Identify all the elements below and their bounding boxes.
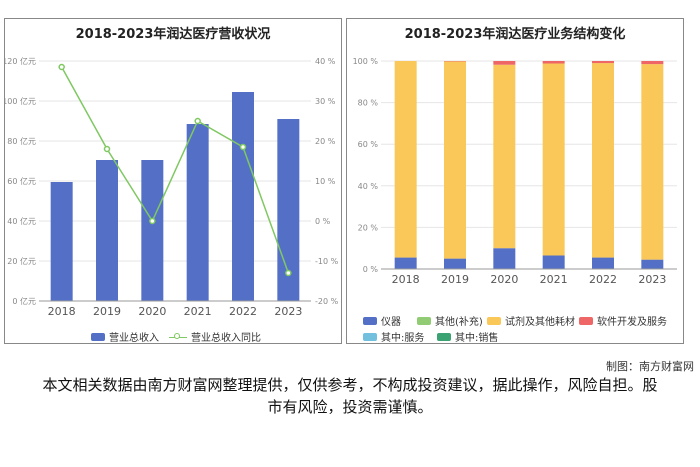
legend-item[interactable]: 仪器 (363, 313, 401, 328)
revenue-bar[interactable] (50, 182, 73, 301)
stacked-bar-segment[interactable] (444, 61, 466, 259)
x-axis-tick-label: 2019 (93, 305, 121, 318)
legend-label-yoy: 营业总收入同比 (191, 333, 261, 344)
stacked-bar-segment[interactable] (641, 61, 664, 65)
left-axis-tick-label: 100 亿元 (5, 96, 36, 106)
stacked-bar-segment[interactable] (493, 64, 516, 249)
revenue-chart: 0 亿元 20 亿元 40 亿元 60 亿元 80 亿元 100 亿元 120 亿元 -20 … (5, 56, 339, 318)
right-axis-tick-label: 40 % (315, 57, 336, 66)
revenue-chart-title: 2018-2023年润达医疗营收状况 (75, 27, 271, 42)
legend-item[interactable]: 其他(补充) (417, 313, 483, 328)
legend-label: 其中:销售 (455, 333, 499, 344)
revenue-bar[interactable] (186, 124, 209, 301)
yoy-point[interactable] (149, 217, 156, 225)
stacked-bar-segment[interactable] (444, 258, 466, 269)
yoy-line (61, 66, 290, 274)
legend-swatch-revenue (91, 332, 105, 341)
y-axis-tick-label: 60 % (358, 140, 379, 149)
right-axis-tick-label: 20 % (315, 137, 336, 146)
legend-swatch-yoy (169, 333, 187, 341)
stacked-bar-segment[interactable] (493, 248, 516, 269)
stacked-bar-segment[interactable] (641, 64, 664, 260)
revenue-bar[interactable] (232, 92, 254, 301)
yoy-point[interactable] (239, 143, 247, 151)
structure-chart: 0 % 20 % 40 % 60 % 80 % 100 % 2018 2019 2020 2021… (353, 57, 677, 286)
legend-item[interactable]: 试剂及其他耗材 (487, 313, 575, 328)
revenue-bar[interactable] (96, 160, 118, 301)
left-axis-tick-label: 80 亿元 (7, 136, 36, 146)
legend-swatch (363, 316, 377, 325)
x-axis-tick-label: 2022 (589, 273, 617, 286)
left-axis-tick-label: 120 亿元 (5, 56, 36, 66)
disclaimer-text: 本文相关数据由南方财富网整理提供，仅供参考，不构成投资建议，据此操作，风险自担。… (42, 376, 658, 416)
legend-item[interactable]: 其中:服务 (363, 329, 424, 344)
x-axis-tick-label: 2023 (274, 305, 302, 318)
right-axis-tick-label: 0 % (315, 217, 331, 226)
stacked-bar-segment[interactable] (542, 255, 565, 269)
y-axis-tick-label: 40 % (358, 182, 379, 191)
yoy-point[interactable] (285, 269, 292, 277)
left-axis-tick-label: 60 亿元 (7, 176, 36, 186)
stacked-bar-segment[interactable] (394, 257, 417, 269)
left-axis-tick-label: 20 亿元 (7, 256, 36, 266)
legend-label: 仪器 (381, 317, 401, 328)
legend-label-revenue: 营业总收入 (109, 333, 159, 344)
legend-label: 其他(补充) (435, 317, 483, 328)
x-axis-tick-label: 2021 (184, 305, 212, 318)
stacked-bar-segment[interactable] (542, 61, 565, 64)
legend-item-yoy[interactable]: 营业总收入同比 (169, 329, 261, 344)
y-axis-tick-label: 0 % (363, 265, 379, 274)
legend-item[interactable]: 软件开发及服务 (579, 313, 667, 328)
legend-label: 其中:服务 (381, 333, 425, 344)
x-axis-tick-label: 2018 (392, 273, 420, 286)
stacked-bar-segment[interactable] (592, 257, 614, 269)
x-axis-tick-label: 2018 (48, 305, 76, 318)
revenue-chart-panel: 2018-2023年润达医疗营收状况 0 亿元 20 亿元 40 亿元 60 亿元 80… (4, 18, 342, 344)
chart-credit: 制图：南方财富网 (606, 360, 694, 373)
yoy-point[interactable] (194, 117, 201, 125)
stacked-bar-segment[interactable] (394, 61, 417, 258)
legend-swatch (487, 316, 501, 325)
yoy-point[interactable] (103, 145, 111, 153)
legend-label: 软件开发及服务 (597, 317, 667, 328)
stacked-bar-segment[interactable] (592, 61, 614, 64)
y-axis-tick-label: 80 % (358, 99, 379, 108)
legend-item[interactable]: 其中:销售 (437, 329, 498, 344)
legend-label: 试剂及其他耗材 (505, 317, 575, 328)
stacked-bar-segment[interactable] (493, 61, 516, 65)
x-axis-tick-label: 2023 (638, 273, 666, 286)
y-axis-tick-label: 100 % (353, 57, 379, 66)
revenue-bar[interactable] (141, 160, 164, 301)
legend-item-revenue[interactable]: 营业总收入 (91, 329, 159, 344)
structure-chart-panel: 2018-2023年润达医疗业务结构变化 0 % 20 % 40 % 60 % 80 %… (346, 18, 684, 344)
stacked-bar-segment[interactable] (592, 63, 614, 258)
x-axis-tick-label: 2019 (441, 273, 469, 286)
yoy-point[interactable] (58, 63, 65, 71)
right-axis-tick-label: 30 % (315, 97, 336, 106)
left-axis-tick-label: 0 亿元 (12, 296, 36, 306)
stacked-bar-segment[interactable] (542, 63, 565, 256)
y-axis-tick-label: 20 % (358, 223, 379, 232)
legend-swatch (417, 316, 431, 325)
right-axis-tick-label: -10 % (315, 257, 339, 266)
x-axis-tick-label: 2020 (490, 273, 518, 286)
legend-swatch (363, 332, 377, 341)
legend-swatch (437, 332, 451, 341)
x-axis-tick-label: 2021 (540, 273, 568, 286)
x-axis-tick-label: 2022 (229, 305, 257, 318)
left-axis-tick-label: 40 亿元 (7, 216, 36, 226)
right-axis-tick-label: 10 % (315, 177, 336, 186)
right-axis-tick-label: -20 % (315, 297, 339, 306)
x-axis-tick-label: 2020 (138, 305, 166, 318)
legend-swatch (579, 316, 593, 325)
stacked-bar-segment[interactable] (641, 259, 664, 269)
structure-chart-title: 2018-2023年润达医疗业务结构变化 (404, 27, 626, 42)
